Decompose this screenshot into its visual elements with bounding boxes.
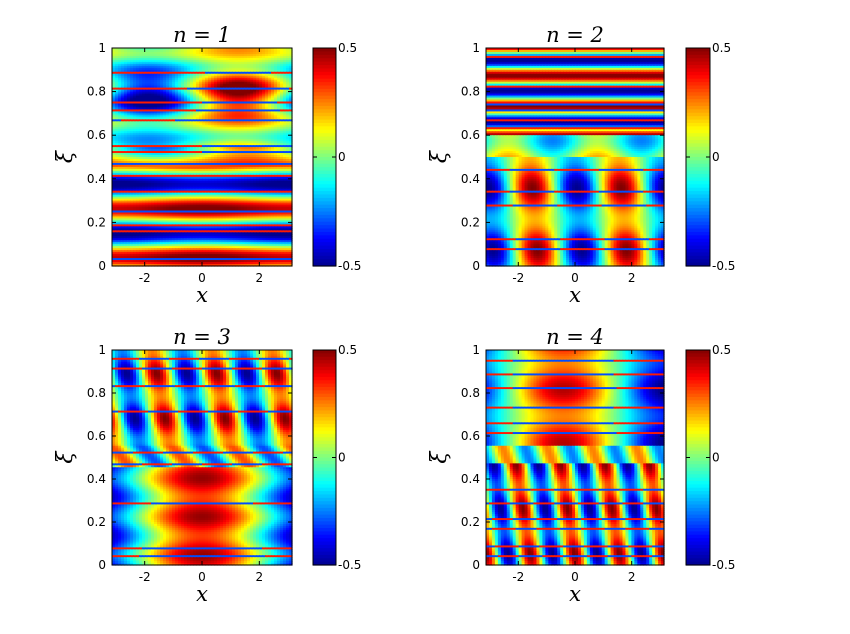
panel-1: 00.20.40.60.81-2 0 2n = 1xξ-0.500.5 xyxy=(53,23,361,307)
heatmap-1 xyxy=(112,48,293,267)
panels: 00.20.40.60.81-2 0 2n = 1xξ-0.500.500.20.4… xyxy=(53,23,735,606)
